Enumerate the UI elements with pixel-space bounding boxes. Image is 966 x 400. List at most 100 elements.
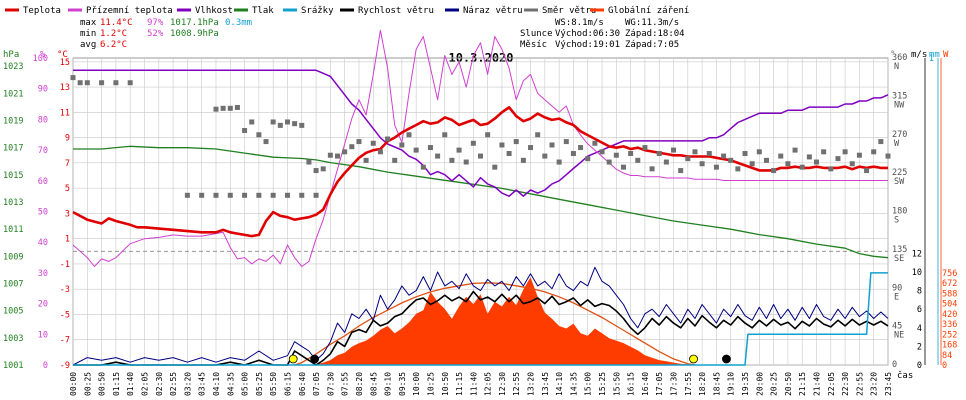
- wind-dir-point: [613, 152, 619, 158]
- unit-mm: mm: [929, 50, 940, 60]
- tick-temperature: -3: [60, 285, 70, 295]
- tick-time: 00:25: [83, 372, 92, 396]
- wind-dir-point: [506, 151, 512, 157]
- wind-dir-point: [485, 132, 491, 138]
- tick-time: 23:20: [870, 372, 879, 396]
- tick-pressure: 1007: [3, 279, 23, 289]
- tick-temperature: 15: [60, 58, 70, 68]
- wind-dir-point: [113, 80, 119, 86]
- tick-temperature: 1: [65, 235, 70, 245]
- tick-humidity: 60: [38, 177, 48, 187]
- tick-time: 01:40: [126, 372, 135, 396]
- astro-block: WS:8.1m/s WG:11.3m/s Slunce Východ:06:30…: [520, 18, 685, 50]
- wind-dir-point: [706, 151, 712, 157]
- legend-label: Tlak: [252, 6, 274, 16]
- wind-dir-point: [499, 142, 505, 148]
- tick-time: 12:05: [484, 372, 493, 396]
- marker-moonset: [310, 354, 320, 364]
- stat-min-hum: 52%: [147, 29, 164, 39]
- wind-dir-point: [520, 157, 526, 163]
- tick-wind-dir-name: W: [894, 139, 900, 149]
- moon-set: Západ:7:05: [625, 40, 679, 50]
- tick-pressure: 1015: [3, 171, 23, 181]
- series-ground-temp: [72, 29, 888, 267]
- legend: Teplota Přízemní teplota Vlhkost Tlak Srážky…: [5, 6, 689, 16]
- tick-time: 19:35: [741, 372, 750, 396]
- stat-avg-label: avg: [80, 40, 96, 50]
- unit-w: W: [943, 50, 949, 60]
- tick-wind-dir: 360: [892, 53, 907, 63]
- marker-sunrise: [288, 354, 298, 364]
- wind-dir-point: [563, 139, 569, 145]
- tick-wind-dir-name: NW: [894, 100, 905, 110]
- series-pressure: [73, 145, 889, 259]
- wind-dir-point: [413, 147, 419, 153]
- wind-dir-point: [585, 156, 591, 162]
- wind-dir-point: [742, 151, 748, 157]
- tick-humidity: 40: [38, 238, 48, 248]
- sun-label: Slunce: [520, 29, 553, 39]
- wind-dir-point: [406, 132, 412, 138]
- tick-time: 02:05: [140, 372, 149, 396]
- wind-dir-point: [728, 157, 734, 163]
- tick-radiation: 0: [942, 361, 947, 371]
- stat-min-label: min: [80, 29, 96, 39]
- sun-rise: Východ:06:30: [555, 29, 620, 39]
- tick-wind-dir-name: SE: [894, 254, 904, 264]
- tick-temperature: 13: [60, 83, 70, 93]
- wind-dir-point: [599, 149, 605, 155]
- wind-dir-point: [377, 149, 383, 155]
- wind-dir-point: [463, 159, 469, 165]
- unit-ms: m/s: [911, 50, 927, 60]
- stat-max-label: max: [80, 18, 97, 28]
- series-wind-speed: [73, 290, 889, 366]
- tick-radiation: 84: [942, 351, 952, 361]
- tick-pressure: 1009: [3, 252, 23, 262]
- tick-time: 18:20: [698, 372, 707, 396]
- tick-time: 21:15: [798, 372, 807, 396]
- tick-time: 14:35: [569, 372, 578, 396]
- wind-dir-point: [856, 152, 862, 158]
- wind-dir-point: [771, 168, 777, 174]
- moon-label: Měsíc: [520, 40, 547, 50]
- wind-dir-point: [256, 192, 262, 198]
- tick-humidity: 90: [38, 85, 48, 95]
- wind-dir-point: [335, 153, 341, 159]
- tick-time: 00:50: [98, 372, 107, 396]
- wind-dir-point: [842, 149, 848, 155]
- stat-max-press: 1017.1hPa: [170, 18, 219, 28]
- wind-dir-point: [99, 80, 105, 86]
- wind-ws: WS:8.1m/s: [555, 18, 604, 28]
- unit-deg: °: [890, 50, 895, 60]
- wind-dir-point: [821, 149, 827, 155]
- tick-wind-dir-name: S: [894, 216, 899, 226]
- wind-dir-point: [442, 132, 448, 138]
- tick-wind-dir: 180: [892, 207, 907, 217]
- wind-dir-point: [227, 105, 233, 111]
- wind-dir-point: [399, 142, 405, 148]
- wind-dir-point: [256, 132, 262, 138]
- marker-moonrise: [722, 354, 731, 364]
- tick-humidity: 80: [38, 115, 48, 125]
- series-theoretical-radiation: [294, 282, 696, 366]
- tick-wind-speed: 12: [912, 249, 922, 259]
- wind-dir-point: [713, 164, 719, 170]
- tick-temperature: -5: [60, 310, 70, 320]
- tick-radiation: 672: [942, 279, 957, 289]
- wind-dir-point: [70, 75, 76, 81]
- unit-hpa: hPa: [3, 50, 19, 60]
- tick-time: 13:45: [541, 372, 550, 396]
- tick-time: 16:15: [627, 372, 636, 396]
- wind-dir-point: [327, 152, 333, 158]
- wind-dir-point: [785, 161, 791, 167]
- wind-dir-point: [620, 164, 626, 170]
- tick-humidity: 50: [38, 208, 48, 218]
- tick-time: 10:25: [426, 372, 435, 396]
- tick-time: 05:50: [269, 372, 278, 396]
- tick-wind-dir-name: SW: [894, 177, 905, 187]
- wind-dir-point: [606, 159, 612, 165]
- tick-time: 14:10: [555, 372, 564, 396]
- wind-dir-point: [749, 161, 755, 167]
- legend-label: Teplota: [23, 6, 61, 16]
